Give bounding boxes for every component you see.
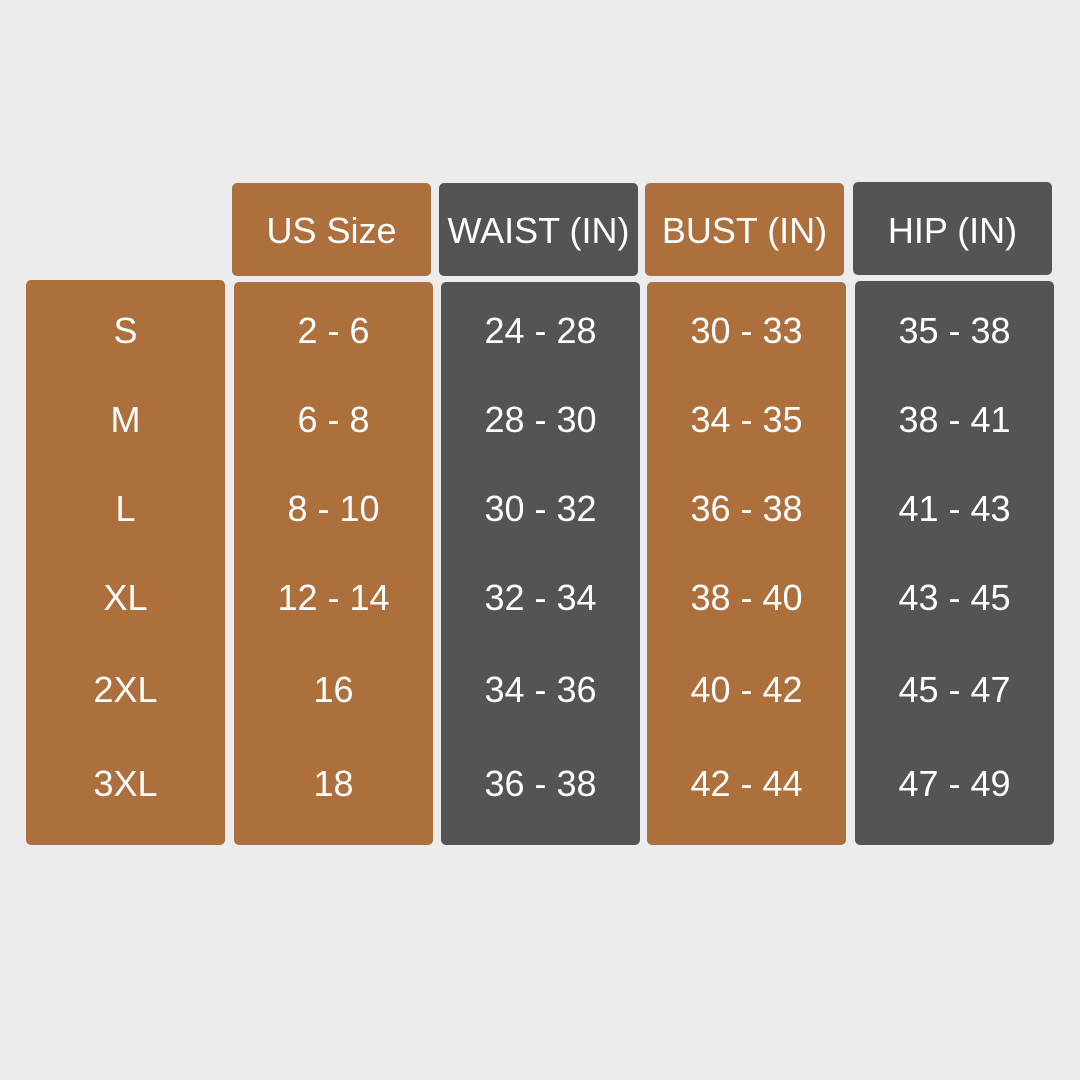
table-cell: 36 - 38 [484, 763, 597, 804]
us-size-column [234, 282, 433, 845]
hip-column [855, 281, 1054, 845]
table-cell: 34 - 36 [484, 669, 597, 710]
header-cell [853, 182, 1052, 275]
table-cell: 30 - 33 [690, 310, 803, 351]
table-cell: 3XL [93, 763, 158, 804]
table-cell: 6 - 8 [297, 399, 370, 440]
bust-column [647, 282, 846, 845]
table-cell: 47 - 49 [898, 763, 1011, 804]
table-cell: 45 - 47 [898, 669, 1011, 710]
table-cell: 2XL [93, 669, 158, 710]
table-cell: 12 - 14 [277, 577, 390, 618]
table-cell: 35 - 38 [898, 310, 1011, 351]
waist-column [441, 282, 640, 845]
header-label: US Size [266, 210, 397, 251]
table-cell: XL [103, 577, 148, 618]
header-label: WAIST (IN) [447, 210, 630, 251]
table-cell: 24 - 28 [484, 310, 597, 351]
table-cell: 40 - 42 [690, 669, 803, 710]
table-cell: 38 - 40 [690, 577, 803, 618]
table-cell: 36 - 38 [690, 488, 803, 529]
header-label: HIP (IN) [887, 210, 1018, 251]
header-label: BUST (IN) [661, 210, 828, 251]
header-cell [439, 183, 638, 276]
table-cell: 43 - 45 [898, 577, 1011, 618]
header-cell [232, 183, 431, 276]
table-cell: M [110, 399, 141, 440]
table-cell: 28 - 30 [484, 399, 597, 440]
table-cell: 18 [313, 763, 354, 804]
table-cell: L [115, 488, 136, 529]
table-cell: 42 - 44 [690, 763, 803, 804]
table-cell: 16 [313, 669, 354, 710]
header-cell [645, 183, 844, 276]
size-column [26, 280, 225, 845]
table-cell: 41 - 43 [898, 488, 1011, 529]
table-cell: 34 - 35 [690, 399, 803, 440]
table-cell: 8 - 10 [287, 488, 380, 529]
table-cell: 32 - 34 [484, 577, 597, 618]
table-cell: 2 - 6 [297, 310, 370, 351]
table-cell: 30 - 32 [484, 488, 597, 529]
table-cell: S [113, 310, 138, 351]
table-cell: 38 - 41 [898, 399, 1011, 440]
